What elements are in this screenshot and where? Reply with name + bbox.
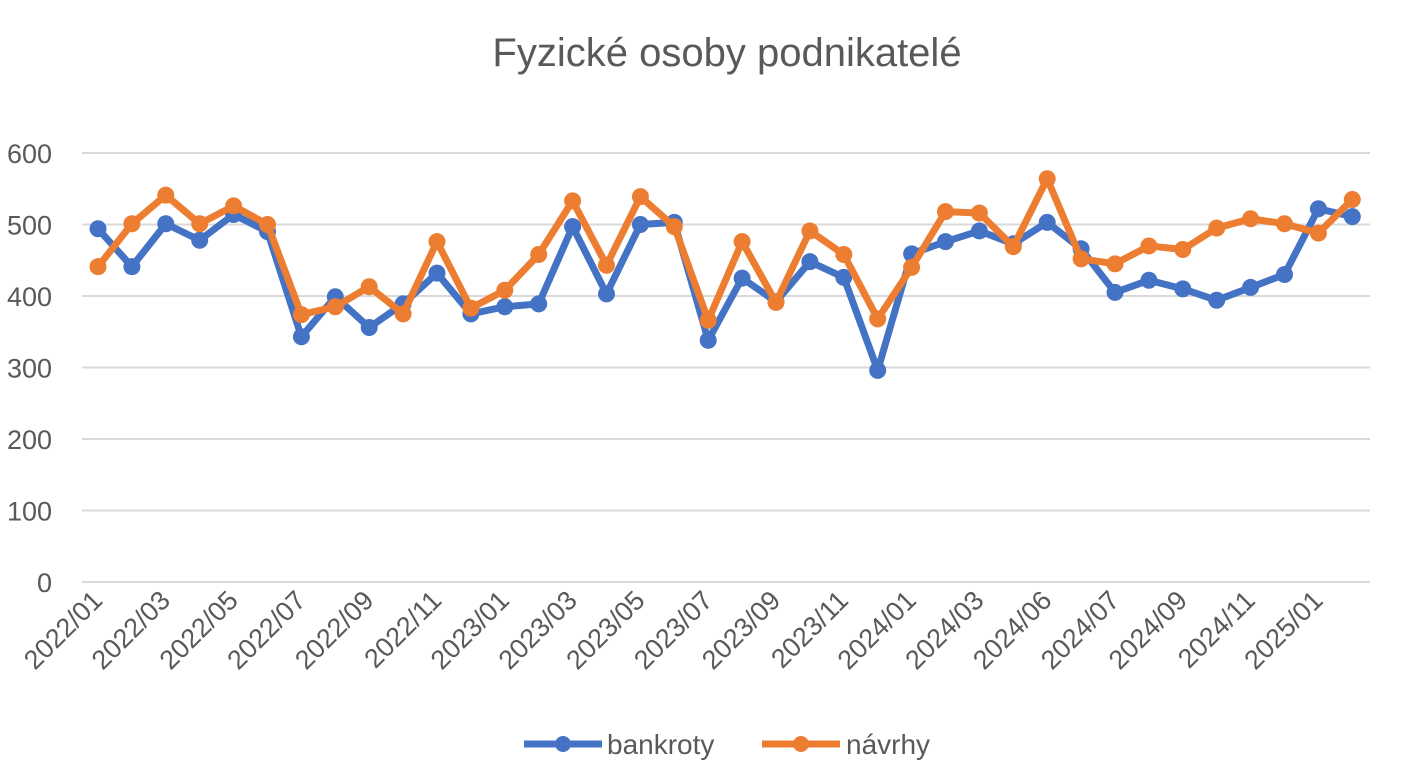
data-point bbox=[699, 311, 717, 329]
data-point bbox=[89, 258, 107, 276]
data-point bbox=[598, 256, 615, 274]
data-point bbox=[869, 310, 887, 328]
data-point bbox=[157, 215, 175, 233]
data-point bbox=[1106, 283, 1124, 301]
data-point bbox=[733, 233, 751, 251]
data-point bbox=[496, 281, 514, 299]
data-point bbox=[123, 215, 141, 233]
data-point bbox=[1140, 271, 1158, 289]
data-point bbox=[835, 268, 853, 286]
legend-marker-bankroty bbox=[555, 736, 571, 752]
legend-label-navrhy: návrhy bbox=[846, 729, 930, 760]
data-point bbox=[191, 215, 209, 233]
data-point bbox=[1038, 170, 1056, 188]
data-point bbox=[767, 293, 785, 311]
chart-title: Fyzické osoby podnikatelé bbox=[492, 31, 961, 75]
data-point bbox=[530, 246, 548, 264]
legend-marker-navrhy bbox=[793, 736, 809, 752]
data-point bbox=[665, 218, 683, 236]
gridlines bbox=[82, 152, 1370, 583]
data-point bbox=[394, 305, 412, 323]
data-point bbox=[462, 299, 480, 317]
data-point bbox=[1309, 224, 1327, 242]
data-point bbox=[1343, 190, 1361, 208]
data-point bbox=[1072, 250, 1090, 268]
data-point bbox=[801, 222, 819, 240]
data-point bbox=[869, 361, 887, 379]
data-point bbox=[699, 331, 717, 349]
data-point bbox=[1242, 278, 1260, 296]
data-point bbox=[89, 220, 107, 238]
y-tick-label: 300 bbox=[7, 354, 52, 384]
legend-label-bankroty: bankroty bbox=[607, 729, 714, 760]
data-point bbox=[631, 188, 649, 206]
data-point bbox=[428, 233, 446, 251]
data-point bbox=[1174, 280, 1192, 298]
data-point bbox=[292, 306, 310, 324]
data-point bbox=[801, 253, 819, 271]
data-point bbox=[496, 298, 514, 316]
data-point bbox=[191, 231, 209, 249]
data-point bbox=[598, 285, 615, 303]
data-point bbox=[937, 233, 954, 251]
data-point bbox=[835, 246, 853, 264]
y-tick-label: 500 bbox=[7, 211, 52, 241]
data-point bbox=[1276, 266, 1293, 284]
y-axis-ticks: 0 100 200 300 400 500 600 bbox=[7, 139, 52, 598]
data-point bbox=[225, 197, 243, 215]
data-point bbox=[428, 264, 446, 282]
data-point bbox=[733, 269, 751, 287]
data-point bbox=[970, 204, 988, 222]
data-point bbox=[123, 258, 141, 276]
data-point bbox=[326, 298, 344, 316]
data-point bbox=[259, 216, 276, 233]
data-point bbox=[937, 203, 954, 221]
data-point bbox=[360, 278, 378, 296]
data-point bbox=[1004, 238, 1022, 256]
data-point bbox=[1038, 213, 1056, 231]
data-point bbox=[564, 218, 582, 236]
data-point bbox=[157, 186, 175, 204]
data-point bbox=[1208, 219, 1226, 237]
data-point bbox=[1208, 291, 1226, 309]
y-tick-label: 600 bbox=[7, 139, 52, 169]
data-point bbox=[903, 258, 921, 276]
y-tick-label: 400 bbox=[7, 282, 52, 312]
data-point bbox=[1106, 255, 1124, 273]
data-point bbox=[631, 216, 649, 233]
data-point bbox=[1174, 241, 1192, 259]
data-point bbox=[530, 295, 548, 313]
data-point bbox=[1343, 208, 1361, 226]
y-tick-label: 100 bbox=[7, 497, 52, 527]
data-point bbox=[1140, 237, 1158, 255]
data-point bbox=[292, 328, 310, 346]
legend: bankroty návrhy bbox=[524, 729, 930, 760]
y-tick-label: 0 bbox=[37, 568, 52, 598]
series-navrhy bbox=[89, 170, 1361, 329]
data-point bbox=[1242, 210, 1260, 228]
data-point bbox=[970, 222, 988, 240]
data-point bbox=[1276, 215, 1293, 233]
data-point bbox=[360, 318, 378, 336]
series-layer bbox=[89, 170, 1361, 379]
x-axis-ticks: 2022/012022/032022/052022/072022/092022/… bbox=[18, 585, 1329, 675]
data-point bbox=[564, 192, 582, 210]
data-point bbox=[1309, 200, 1327, 218]
y-tick-label: 200 bbox=[7, 425, 52, 455]
